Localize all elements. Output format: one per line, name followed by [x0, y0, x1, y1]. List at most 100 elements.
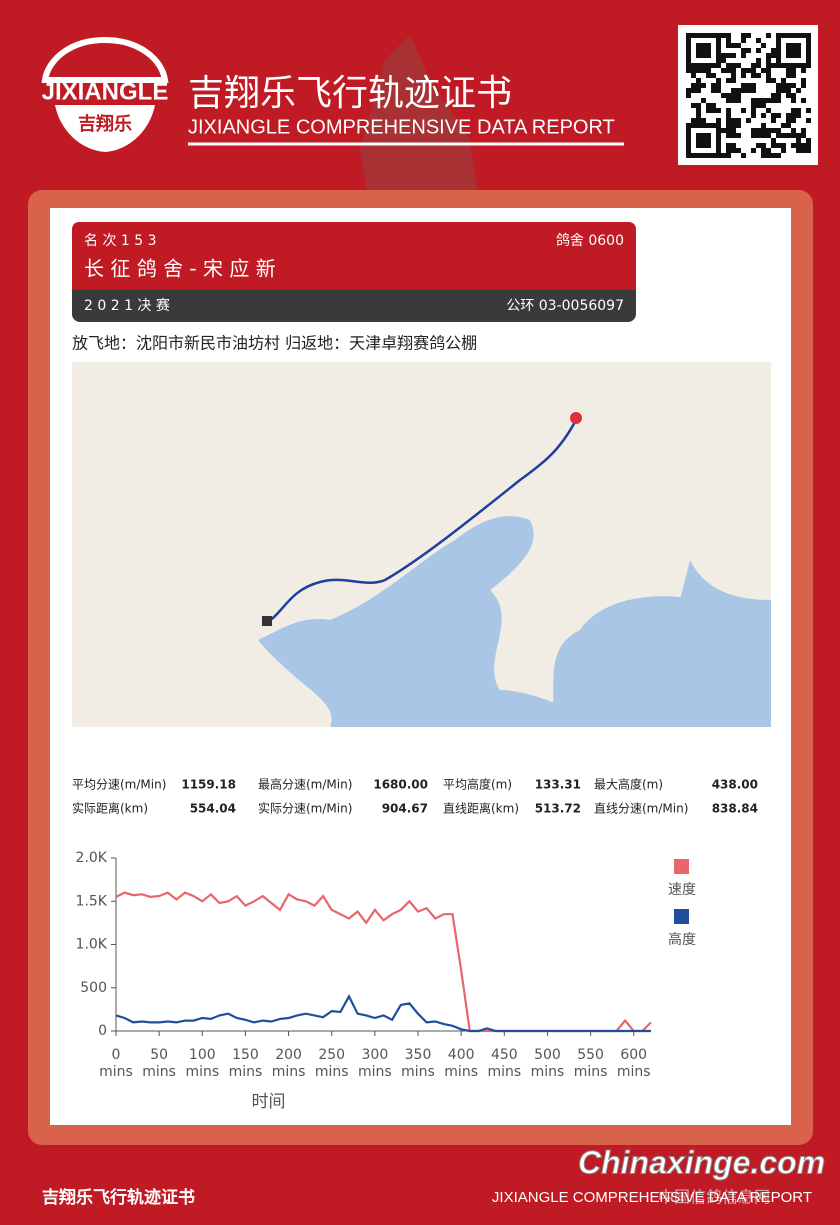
- qr-cell: [751, 88, 756, 93]
- qr-cell: [726, 128, 731, 133]
- stat-value: 133.31: [535, 778, 581, 792]
- qr-cell: [751, 83, 756, 88]
- qr-cell: [776, 83, 781, 88]
- qr-cell: [766, 133, 771, 138]
- qr-cell: [756, 73, 761, 78]
- qr-cell: [761, 103, 766, 108]
- qr-cell: [696, 68, 701, 73]
- qr-cell: [726, 53, 731, 58]
- qr-cell: [761, 128, 766, 133]
- qr-cell: [791, 128, 796, 133]
- ring: 公环 03-0056097: [506, 298, 624, 314]
- stat-label: 最高分速(m/Min): [258, 777, 352, 792]
- qr-cell: [691, 103, 696, 108]
- qr-cell: [791, 73, 796, 78]
- y-tick-label: 0: [98, 1023, 107, 1039]
- qr-cell: [801, 143, 806, 148]
- y-tick-label: 1.5K: [76, 893, 108, 909]
- qr-cell: [686, 88, 691, 93]
- qr-cell: [751, 148, 756, 153]
- qr-cell: [756, 133, 761, 138]
- qr-cell: [691, 83, 696, 88]
- qr-cell: [756, 63, 761, 68]
- race: 2 0 2 1 决 赛: [84, 298, 170, 314]
- qr-cell: [761, 123, 766, 128]
- qr-cell: [766, 128, 771, 133]
- qr-cell: [741, 88, 746, 93]
- qr-cell: [756, 58, 761, 63]
- stat-value: 513.72: [535, 802, 581, 816]
- qr-cell: [771, 48, 776, 53]
- qr-cell: [751, 63, 756, 68]
- qr-cell: [796, 133, 801, 138]
- qr-cell: [741, 153, 746, 158]
- qr-cell: [746, 48, 751, 53]
- qr-cell: [726, 63, 731, 68]
- x-tick-label: 550 mins: [574, 1047, 608, 1080]
- legend-label: 速度: [668, 882, 696, 898]
- qr-cell: [796, 88, 801, 93]
- qr-cell: [691, 88, 696, 93]
- qr-cell: [761, 98, 766, 103]
- qr-cell: [726, 78, 731, 83]
- x-tick-label: 350 mins: [401, 1047, 435, 1080]
- qr-cell: [716, 118, 721, 123]
- legend-label: 高度: [668, 931, 696, 948]
- qr-cell: [761, 68, 766, 73]
- qr-cell: [771, 53, 776, 58]
- qr-cell: [726, 38, 731, 43]
- qr-cell: [776, 133, 781, 138]
- qr-cell: [731, 78, 736, 83]
- qr-cell: [706, 68, 711, 73]
- qr-cell: [791, 118, 796, 123]
- qr-cell: [696, 83, 701, 88]
- qr-cell: [706, 73, 711, 78]
- qr-cell: [731, 53, 736, 58]
- qr-cell: [746, 83, 751, 88]
- qr-cell: [756, 98, 761, 103]
- qr-cell: [686, 93, 691, 98]
- qr-cell: [776, 143, 781, 148]
- qr-cell: [721, 53, 726, 58]
- watermark-cn: 中国信鸽信息网: [658, 1188, 770, 1207]
- qr-cell: [736, 63, 741, 68]
- y-tick-label: 500: [80, 980, 107, 996]
- x-tick-label: 400 mins: [444, 1047, 478, 1080]
- qr-cell: [711, 108, 716, 113]
- qr-cell: [736, 88, 741, 93]
- footer-right: JIXIANGLE COMPREHENSIVE DATA REPORT: [492, 1189, 812, 1206]
- x-tick-label: 300 mins: [358, 1047, 392, 1080]
- qr-cell: [786, 68, 791, 73]
- qr-cell: [766, 78, 771, 83]
- qr-cell: [791, 98, 796, 103]
- qr-cell: [721, 58, 726, 63]
- qr-cell: [746, 33, 751, 38]
- qr-cell: [756, 128, 761, 133]
- qr-cell: [761, 148, 766, 153]
- qr-cell: [751, 68, 756, 73]
- qr-cell: [736, 123, 741, 128]
- qr-cell: [796, 113, 801, 118]
- qr-cell: [726, 153, 731, 158]
- qr-cell: [726, 148, 731, 153]
- qr-cell: [781, 148, 786, 153]
- qr-cell: [751, 73, 756, 78]
- qr-cell: [771, 98, 776, 103]
- map: [72, 362, 771, 727]
- qr-cell: [806, 138, 811, 143]
- stats: 平均分速(m/Min) 1159.18 最高分速(m/Min) 1680.00 平均高度…: [72, 777, 758, 816]
- qr-cell: [711, 88, 716, 93]
- qr-cell: [696, 103, 701, 108]
- qr-cell: [751, 133, 756, 138]
- qr-cell: [731, 118, 736, 123]
- qr-cell: [791, 83, 796, 88]
- qr-cell: [771, 78, 776, 83]
- bg-figure: [360, 35, 480, 210]
- qr-cell: [776, 113, 781, 118]
- stat-label: 最大高度(m): [594, 777, 663, 792]
- qr-cell: [716, 108, 721, 113]
- stat-value: 554.04: [190, 802, 236, 816]
- qr-cell: [791, 108, 796, 113]
- qr-cell: [716, 88, 721, 93]
